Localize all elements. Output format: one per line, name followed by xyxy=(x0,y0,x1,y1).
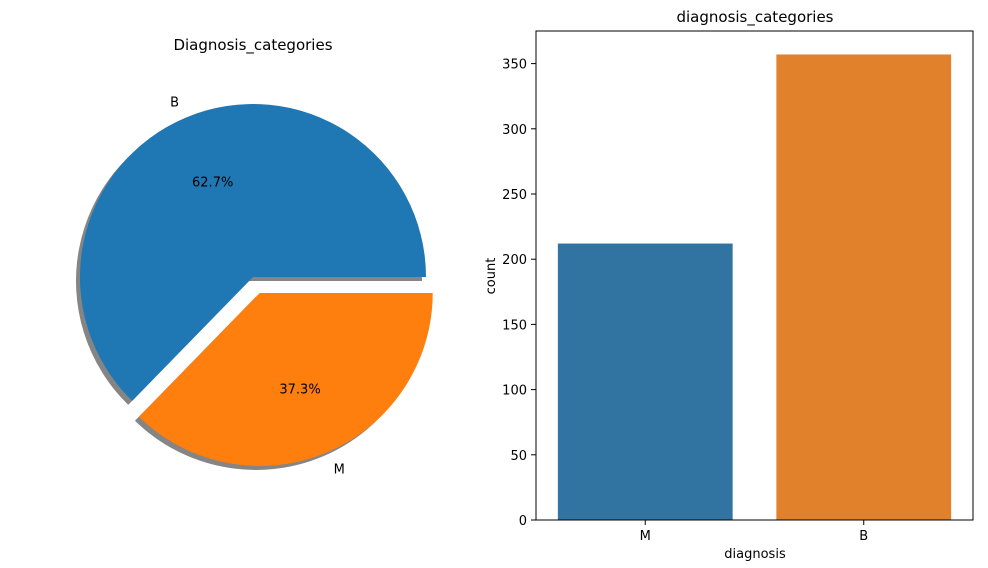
pie-slice-M xyxy=(138,292,433,466)
y-axis-ticks: 0 50 100 150 200 250 300 350 xyxy=(502,58,536,529)
bar-B xyxy=(776,54,952,521)
pie-slices xyxy=(79,104,433,466)
pie-slice-B xyxy=(79,104,426,401)
x-axis-label: diagnosis xyxy=(724,547,786,562)
y-tick-label-200: 200 xyxy=(502,253,527,268)
y-tick-label-300: 300 xyxy=(502,123,527,138)
x-tick-label-M: M xyxy=(640,529,651,544)
pie-chart: Diagnosis_categories B 62.7% M 37.3% xyxy=(75,36,433,478)
y-tick-label-100: 100 xyxy=(502,384,527,399)
pie-labels: B 62.7% M 37.3% xyxy=(170,96,345,478)
y-tick-label-50: 50 xyxy=(510,449,527,464)
pie-category-label-B: B xyxy=(170,96,179,111)
pie-percent-label-M: 37.3% xyxy=(279,383,320,398)
bar-chart-title: diagnosis_categories xyxy=(676,8,833,27)
pie-percent-label-B: 62.7% xyxy=(192,175,233,190)
y-tick-label-250: 250 xyxy=(502,188,527,203)
pie-category-label-M: M xyxy=(334,462,345,477)
x-tick-label-B: B xyxy=(859,529,868,544)
y-axis-label: count xyxy=(484,258,499,295)
bar-M xyxy=(557,243,733,520)
pie-chart-title: Diagnosis_categories xyxy=(173,36,332,55)
bar-bars xyxy=(557,54,952,521)
bar-chart: diagnosis_categories 0 50 100 150 200 250 300 3… xyxy=(484,8,974,562)
y-tick-label-350: 350 xyxy=(502,58,527,73)
y-tick-label-150: 150 xyxy=(502,318,527,333)
y-tick-label-0: 0 xyxy=(519,514,527,529)
plot-frame xyxy=(535,30,974,521)
